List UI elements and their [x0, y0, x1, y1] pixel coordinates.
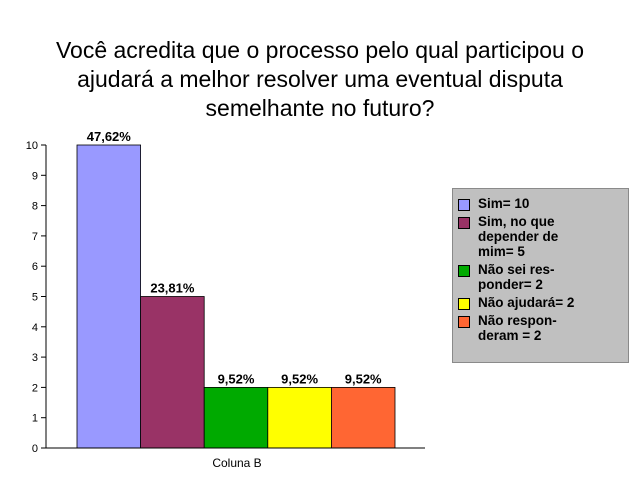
chart-title: Você acredita que o processo pelo qual p…: [0, 36, 640, 123]
legend-item: Não ajudará= 2: [458, 295, 624, 310]
chart-title-line-3: semelhante no futuro?: [205, 95, 435, 121]
legend-swatch: [458, 265, 470, 277]
chart-title-line-2: ajudará a melhor resolver uma eventual d…: [77, 66, 563, 92]
legend: Sim= 10 Sim, no que depender de mim= 5 N…: [452, 188, 629, 363]
legend-item: Sim, no que depender de mim= 5: [458, 214, 624, 259]
legend-swatch: [458, 298, 470, 310]
legend-label: Sim, no que depender de mim= 5: [478, 214, 559, 259]
legend-item: Sim= 10: [458, 196, 624, 211]
y-tick-label: 10: [26, 140, 38, 152]
legend-item: Não respon- deram = 2: [458, 313, 624, 343]
legend-label: Sim= 10: [478, 196, 530, 211]
legend-item: Não sei res- ponder= 2: [458, 262, 624, 292]
legend-label: Não ajudará= 2: [478, 295, 575, 310]
y-tick-label: 6: [32, 261, 38, 273]
y-tick-label: 8: [32, 201, 38, 213]
chart-title-line-1: Você acredita que o processo pelo qual p…: [55, 37, 585, 63]
y-tick-label: 1: [32, 413, 38, 425]
bar: [330, 386, 396, 449]
legend-swatch: [458, 316, 470, 328]
bar: [267, 386, 332, 449]
x-category-label: Coluna B: [212, 456, 261, 470]
legend-label: Não respon- deram = 2: [478, 313, 557, 343]
bars: [76, 144, 396, 449]
y-axis: 0 1 2 3 4 5 6 7 8 9 10: [26, 140, 47, 455]
bar: [76, 144, 141, 449]
y-tick-label: 9: [32, 170, 38, 182]
y-tick-label: 2: [32, 382, 38, 394]
y-tick-label: 4: [32, 322, 38, 334]
y-tick-label: 7: [32, 231, 38, 243]
legend-label: Não sei res- ponder= 2: [478, 262, 555, 292]
data-label: 9,52%: [281, 371, 318, 386]
x-axis: Coluna B: [46, 447, 425, 470]
data-label: 23,81%: [150, 281, 195, 296]
data-label: 9,52%: [218, 371, 255, 386]
bar: [203, 386, 269, 449]
y-tick-label: 0: [32, 443, 38, 455]
data-label: 47,62%: [87, 129, 132, 144]
legend-swatch: [458, 199, 470, 211]
y-tick-label: 5: [32, 292, 38, 304]
data-label: 9,52%: [345, 371, 382, 386]
data-labels: 47,62% 23,81% 9,52% 9,52% 9,52%: [87, 129, 382, 386]
bar: [140, 296, 205, 449]
y-tick-label: 3: [32, 352, 38, 364]
legend-swatch: [458, 217, 470, 229]
